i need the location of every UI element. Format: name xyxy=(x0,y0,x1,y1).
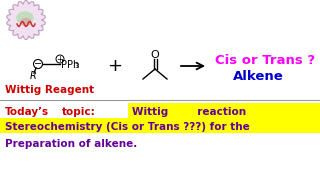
Ellipse shape xyxy=(17,12,33,24)
Text: 3: 3 xyxy=(74,63,78,69)
Text: −: − xyxy=(34,59,42,69)
Text: R: R xyxy=(30,71,36,81)
Ellipse shape xyxy=(21,19,31,26)
Text: O: O xyxy=(151,50,159,60)
Text: Alkene: Alkene xyxy=(233,69,284,82)
Text: +: + xyxy=(108,57,123,75)
Bar xyxy=(0,118,320,133)
Text: Stereochemistry (Cis or Trans ???) for the: Stereochemistry (Cis or Trans ???) for t… xyxy=(5,122,250,132)
Text: Wittig        reaction: Wittig reaction xyxy=(132,107,246,117)
Text: Preparation of alkene.: Preparation of alkene. xyxy=(5,139,137,149)
Bar xyxy=(128,103,320,118)
Text: Today’s: Today’s xyxy=(5,107,49,117)
Text: topic:: topic: xyxy=(62,107,96,117)
Polygon shape xyxy=(7,1,45,39)
Text: Cis or Trans ?: Cis or Trans ? xyxy=(215,53,315,66)
Text: PPh: PPh xyxy=(61,60,79,69)
Text: +: + xyxy=(57,55,63,64)
Text: Wittig Reagent: Wittig Reagent xyxy=(5,85,94,95)
